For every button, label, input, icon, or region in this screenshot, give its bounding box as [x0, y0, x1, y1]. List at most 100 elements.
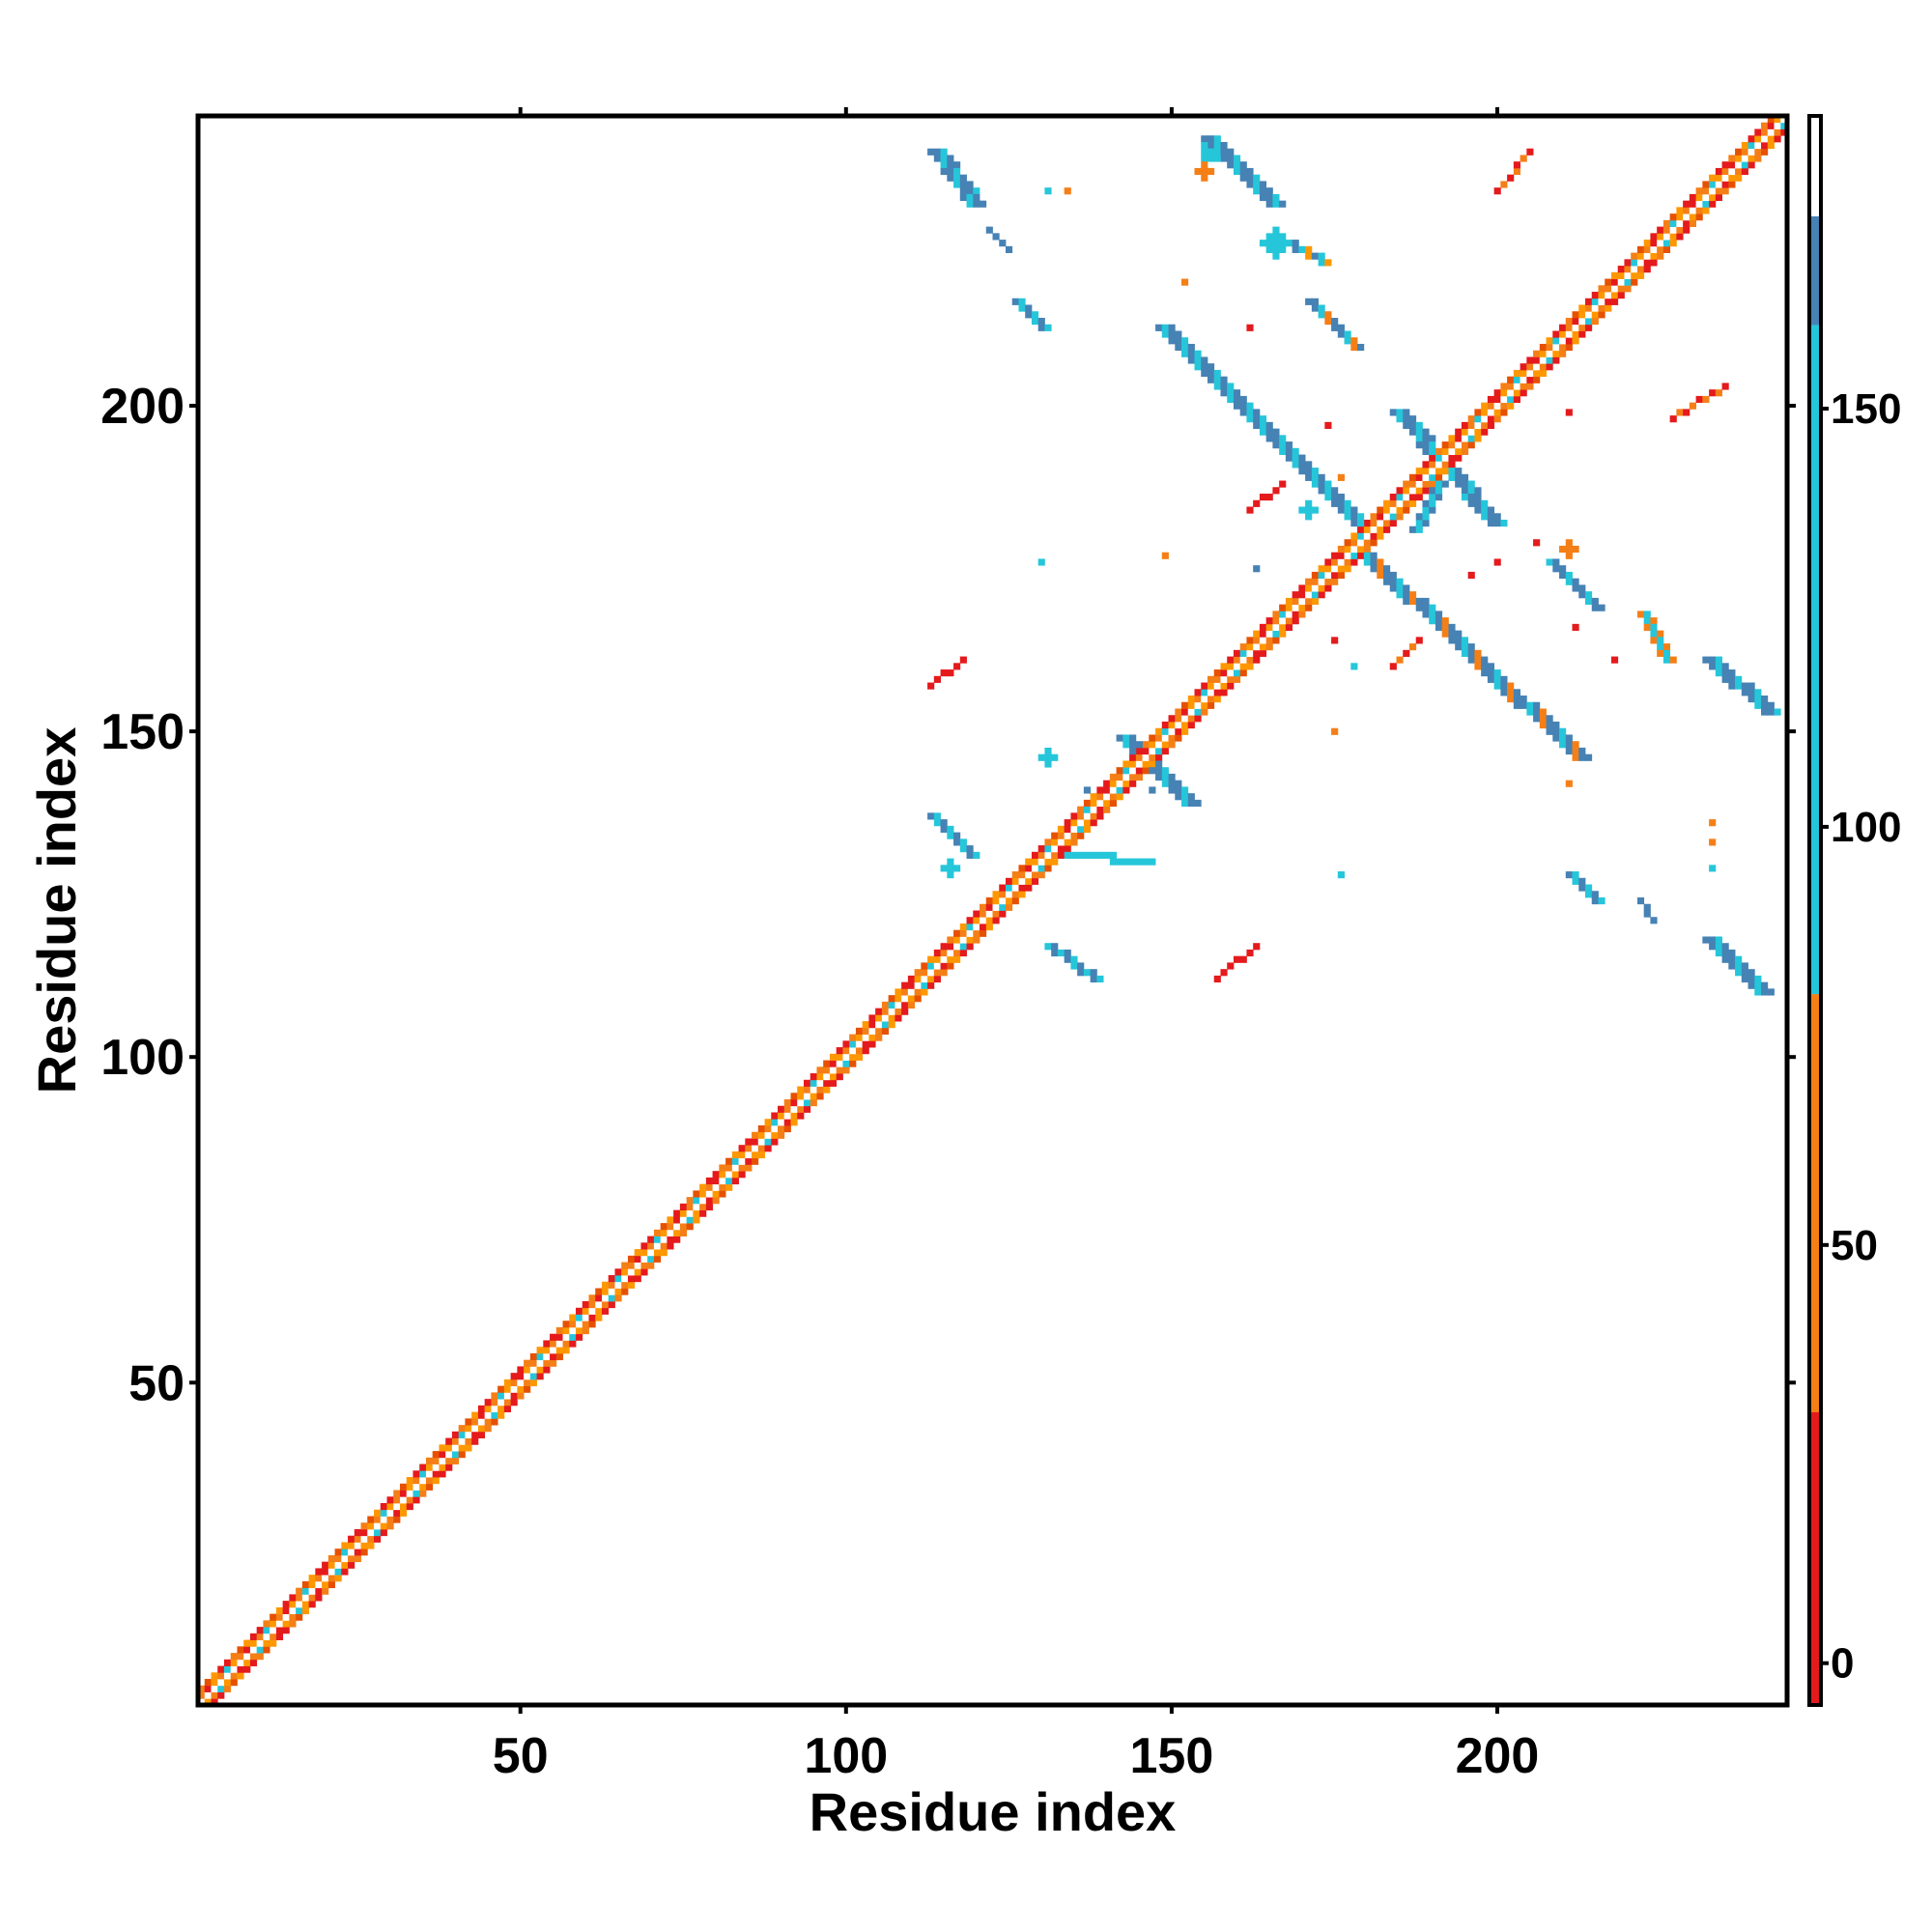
diagonal-cell [289, 1594, 297, 1602]
diagonal-cell [1383, 519, 1391, 527]
diagonal-cell [1161, 734, 1169, 742]
diagonal-cell [881, 1027, 890, 1035]
diagonal-cell [1735, 148, 1743, 156]
contact-cell [1415, 597, 1423, 606]
diagonal-cell [829, 1066, 838, 1074]
diagonal-cell [348, 1561, 355, 1569]
contact-cell [1507, 696, 1515, 703]
diagonal-cell [1520, 389, 1527, 397]
diagonal-cell [901, 988, 909, 996]
diagonal-cell [301, 1580, 310, 1589]
diagonal-cell [1448, 447, 1456, 455]
diagonal-cell [875, 1027, 883, 1035]
contact-cell [1122, 858, 1130, 866]
diagonal-cell [425, 1470, 434, 1478]
diagonal-cell [301, 1601, 310, 1608]
diagonal-cell [1741, 161, 1748, 169]
diagonal-cell [465, 1444, 472, 1452]
diagonal-cell [425, 1463, 434, 1471]
diagonal-cell [1116, 767, 1123, 775]
diagonal-cell [1415, 494, 1423, 501]
diagonal-cell [1657, 240, 1664, 247]
contact-cell [1429, 435, 1436, 442]
contact-cell [1429, 441, 1436, 449]
diagonal-cell [640, 1268, 648, 1276]
contact-cell [1643, 903, 1651, 911]
contact-cell [1239, 167, 1247, 176]
diagonal-cell [576, 1326, 583, 1335]
contact-cell [1741, 962, 1748, 970]
diagonal-cell [230, 1659, 238, 1666]
speck-cell [1709, 865, 1717, 872]
diagonal-cell [517, 1378, 525, 1387]
contact-cell [1246, 409, 1254, 416]
diagonal-cell [1429, 480, 1436, 488]
contact-cell [1403, 584, 1410, 592]
contact-cell [1408, 591, 1417, 599]
diagonal-cell [752, 1151, 759, 1159]
diagonal-cell [1344, 558, 1351, 566]
contact-cell [1735, 682, 1743, 690]
diagonal-cell [588, 1294, 596, 1302]
contact-cell [1559, 734, 1567, 742]
contact-cell [1559, 571, 1567, 580]
diagonal-cell [1520, 376, 1527, 384]
diagonal-cell [1161, 747, 1169, 755]
diagonal-cell [458, 1437, 466, 1445]
diagonal-cell [243, 1646, 251, 1654]
diagonal-cell [1227, 682, 1235, 690]
contact-cell [1377, 565, 1384, 573]
contact-cell [1513, 696, 1520, 703]
diagonal-cell [1389, 506, 1397, 514]
diagonal-cell [823, 1060, 831, 1067]
contact-cell [1207, 155, 1215, 162]
diagonal-cell [1735, 155, 1743, 162]
diagonal-cell [1689, 200, 1697, 208]
contact-cell [1318, 252, 1325, 260]
diagonal-cell [725, 1157, 733, 1165]
diagonal-cell [1605, 278, 1612, 286]
contact-cell [1709, 936, 1717, 944]
contact-cell [1403, 649, 1410, 657]
diagonal-cell [1305, 604, 1313, 611]
contact-cell [1598, 604, 1605, 611]
diagonal-cell [1559, 324, 1567, 331]
contact-cell [1181, 343, 1189, 352]
diagonal-cell [275, 1606, 284, 1615]
contact-cell [1396, 584, 1404, 592]
diagonal-cell [862, 1040, 869, 1048]
diagonal-cell [745, 1145, 753, 1152]
contact-cell [1448, 637, 1456, 644]
diagonal-cell [933, 969, 941, 977]
diagonal-cell [1298, 584, 1306, 592]
contact-cell [1279, 200, 1287, 208]
diagonal-cell [308, 1580, 316, 1589]
diagonal-cell [679, 1209, 688, 1217]
diagonal-cell [1546, 343, 1553, 352]
diagonal-cell [705, 1183, 713, 1191]
diagonal-cell [725, 1164, 733, 1172]
diagonal-cell [1239, 663, 1247, 670]
diagonal-cell [1702, 193, 1710, 202]
diagonal-cell [517, 1366, 525, 1374]
diagonal-cell [543, 1340, 551, 1348]
diagonal-cell [270, 1620, 277, 1628]
contact-cell [1721, 955, 1729, 963]
diagonal-cell [1194, 696, 1202, 703]
contact-cell [1578, 877, 1586, 885]
contact-cell [1422, 611, 1430, 618]
diagonal-cell [895, 1014, 902, 1022]
diagonal-cell [653, 1255, 662, 1263]
contact-cell [1155, 767, 1163, 775]
diagonal-cell [595, 1307, 603, 1315]
contact-cell [1318, 480, 1325, 488]
diagonal-cell [1507, 402, 1515, 410]
diagonal-cell [738, 1171, 746, 1179]
diagonal-cell [263, 1627, 270, 1634]
contact-cell [1239, 402, 1247, 410]
contact-cell [1259, 428, 1267, 436]
diagonal-cell [999, 910, 1007, 918]
diagonal-cell [764, 1145, 772, 1152]
contact-cell [1572, 545, 1579, 554]
